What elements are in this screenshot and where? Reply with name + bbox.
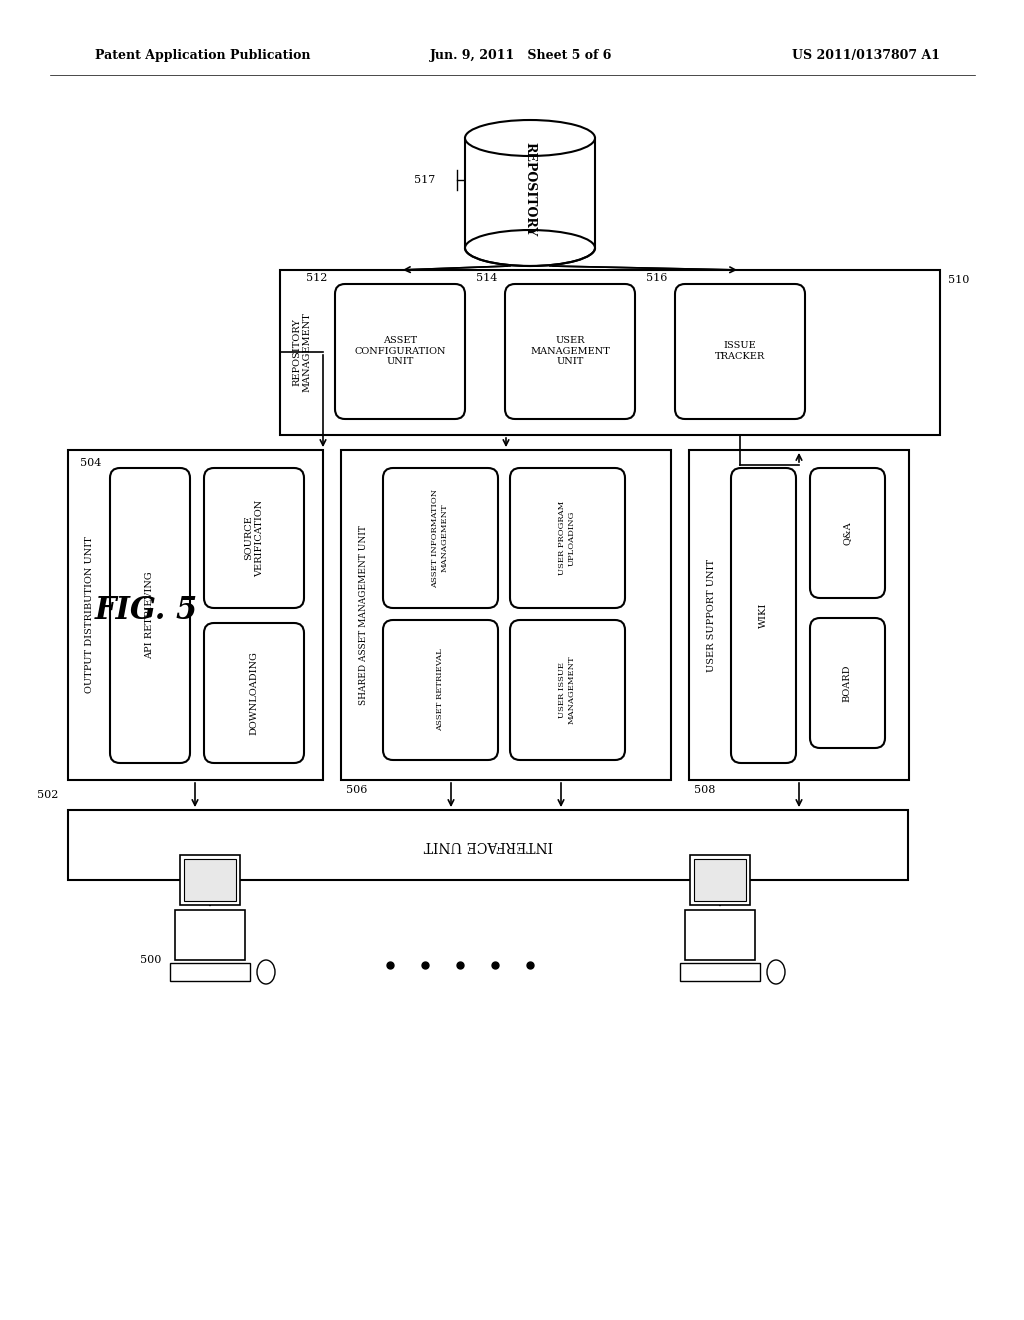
FancyBboxPatch shape — [204, 469, 304, 609]
Text: 514: 514 — [475, 273, 497, 282]
Ellipse shape — [767, 960, 785, 983]
Text: USER ISSUE
MANAGEMENT: USER ISSUE MANAGEMENT — [558, 656, 575, 725]
Text: USER PROGRAM
UPLOADING: USER PROGRAM UPLOADING — [558, 500, 575, 576]
Text: BOARD: BOARD — [843, 664, 852, 702]
FancyBboxPatch shape — [510, 620, 625, 760]
Bar — [170, 964, 250, 981]
Text: Q&A: Q&A — [843, 521, 852, 545]
Text: 500: 500 — [140, 954, 162, 965]
Text: FIG. 5: FIG. 5 — [95, 595, 199, 626]
FancyBboxPatch shape — [510, 469, 625, 609]
Text: 516: 516 — [645, 273, 667, 282]
FancyBboxPatch shape — [383, 620, 498, 760]
Bar — [690, 855, 750, 906]
Text: USER
MANAGEMENT
UNIT: USER MANAGEMENT UNIT — [530, 337, 610, 366]
Bar — [180, 855, 240, 906]
Bar — [685, 909, 755, 960]
Text: 506: 506 — [346, 785, 368, 795]
Bar — [184, 859, 236, 902]
Text: Jun. 9, 2011   Sheet 5 of 6: Jun. 9, 2011 Sheet 5 of 6 — [430, 49, 612, 62]
Text: DOWNLOADING: DOWNLOADING — [250, 651, 258, 735]
FancyBboxPatch shape — [204, 623, 304, 763]
FancyBboxPatch shape — [383, 469, 498, 609]
FancyBboxPatch shape — [731, 469, 796, 763]
Ellipse shape — [465, 120, 595, 156]
Text: ASSET INFORMATION
MANAGEMENT: ASSET INFORMATION MANAGEMENT — [431, 488, 449, 587]
FancyBboxPatch shape — [505, 284, 635, 418]
Text: 502: 502 — [37, 789, 58, 800]
Bar — [341, 450, 671, 780]
Text: ASSET RETRIEVAL: ASSET RETRIEVAL — [436, 648, 444, 731]
Text: 512: 512 — [305, 273, 327, 282]
Ellipse shape — [257, 960, 275, 983]
Bar — [68, 450, 323, 780]
Text: ASSET
CONFIGURATION
UNIT: ASSET CONFIGURATION UNIT — [354, 337, 445, 366]
Bar — [680, 964, 760, 981]
Text: 504: 504 — [80, 458, 101, 469]
Text: API RETRIEVING: API RETRIEVING — [145, 572, 155, 659]
FancyBboxPatch shape — [675, 284, 805, 418]
Text: INTERFACE UNIT: INTERFACE UNIT — [423, 838, 553, 851]
Bar — [175, 909, 245, 960]
Text: USER SUPPORT UNIT: USER SUPPORT UNIT — [707, 558, 716, 672]
Text: REPOSITORY
MANAGEMENT: REPOSITORY MANAGEMENT — [292, 312, 311, 392]
Text: 517: 517 — [414, 176, 435, 185]
Bar — [694, 859, 746, 902]
FancyBboxPatch shape — [110, 469, 190, 763]
FancyBboxPatch shape — [335, 284, 465, 418]
FancyBboxPatch shape — [810, 618, 885, 748]
Text: 508: 508 — [694, 785, 716, 795]
Text: SOURCE
VERIFICATION: SOURCE VERIFICATION — [245, 499, 264, 577]
Text: REPOSITORY: REPOSITORY — [523, 141, 537, 236]
Bar — [465, 139, 595, 248]
Text: SHARED ASSET MANAGEMENT UNIT: SHARED ASSET MANAGEMENT UNIT — [358, 525, 368, 705]
Text: Patent Application Publication: Patent Application Publication — [95, 49, 310, 62]
Text: OUTPUT DISTRIBUTION UNIT: OUTPUT DISTRIBUTION UNIT — [85, 536, 94, 693]
Bar — [68, 810, 908, 880]
Bar — [280, 271, 940, 436]
Text: US 2011/0137807 A1: US 2011/0137807 A1 — [792, 49, 940, 62]
Ellipse shape — [465, 230, 595, 267]
Text: WIKI: WIKI — [759, 602, 768, 628]
Text: 510: 510 — [948, 275, 970, 285]
FancyBboxPatch shape — [810, 469, 885, 598]
Bar — [689, 450, 909, 780]
Text: ISSUE
TRACKER: ISSUE TRACKER — [715, 342, 765, 360]
